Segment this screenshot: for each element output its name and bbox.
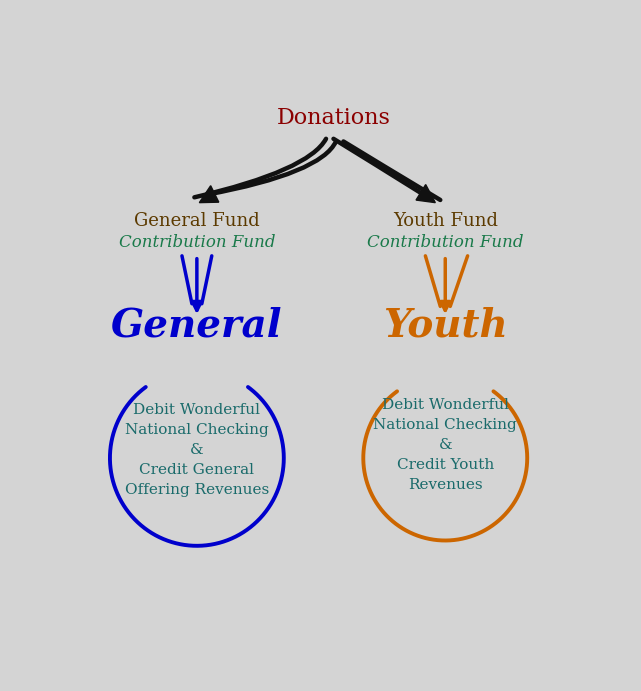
Polygon shape <box>199 186 219 202</box>
Text: Youth Fund: Youth Fund <box>393 212 498 230</box>
Text: General Fund: General Fund <box>134 212 260 230</box>
Text: Contribution Fund: Contribution Fund <box>119 234 275 251</box>
Text: Contribution Fund: Contribution Fund <box>367 234 524 251</box>
Polygon shape <box>416 184 435 202</box>
Text: Donations: Donations <box>276 106 390 129</box>
Text: Debit Wonderful
National Checking
&
Credit Youth
Revenues: Debit Wonderful National Checking & Cred… <box>373 397 517 492</box>
Text: General: General <box>111 306 283 344</box>
Text: Debit Wonderful
National Checking
&
Credit General
Offering Revenues: Debit Wonderful National Checking & Cred… <box>125 403 269 497</box>
Text: Youth: Youth <box>383 306 508 344</box>
